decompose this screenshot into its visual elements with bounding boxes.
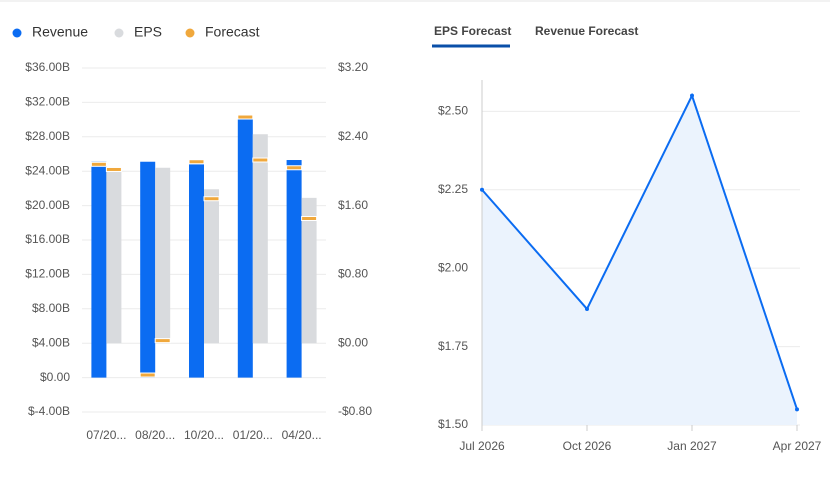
x-tick-label: Jul 2026 bbox=[459, 439, 505, 453]
revenue-bar bbox=[286, 160, 302, 378]
legend-label[interactable]: Forecast bbox=[205, 24, 260, 40]
revenue-forecast-marker bbox=[188, 159, 205, 165]
point bbox=[585, 306, 589, 311]
revenue-bar bbox=[237, 117, 253, 378]
y-tick-label: $32.00B bbox=[25, 95, 70, 109]
y-tick-label: $0.00 bbox=[40, 370, 70, 384]
y2-tick-label: $0.80 bbox=[338, 267, 368, 281]
y2-tick-label: $0.00 bbox=[338, 335, 368, 349]
x-tick-label: Oct 2026 bbox=[563, 439, 612, 453]
legend-label[interactable]: EPS bbox=[134, 24, 162, 40]
y-tick-label: $2.50 bbox=[438, 104, 468, 118]
x-tick-label: Jan 2027 bbox=[667, 439, 717, 453]
y-tick-label: $-4.00B bbox=[28, 404, 70, 418]
y-tick-label: $2.25 bbox=[438, 182, 468, 196]
y-tick-label: $12.00B bbox=[25, 267, 70, 281]
y-tick-label: $1.75 bbox=[438, 339, 468, 353]
x-tick-label: 10/20... bbox=[184, 428, 224, 442]
legend-label[interactable]: Revenue bbox=[32, 24, 88, 40]
y-tick-label: $2.00 bbox=[438, 260, 468, 274]
eps-bar bbox=[106, 168, 122, 344]
x-tick-label: 01/20... bbox=[233, 428, 273, 442]
legend-marker[interactable] bbox=[185, 28, 195, 38]
y-tick-label: $28.00B bbox=[25, 129, 70, 143]
eps-bar bbox=[252, 134, 268, 344]
tab[interactable]: EPS Forecast bbox=[434, 24, 511, 38]
revenue-bar bbox=[91, 161, 107, 378]
revenue-bar bbox=[189, 164, 204, 378]
y2-tick-label: $3.20 bbox=[338, 60, 368, 74]
revenue-forecast-marker bbox=[286, 165, 303, 171]
line bbox=[481, 93, 798, 410]
y2-tick-label: $2.40 bbox=[338, 129, 368, 143]
eps-forecast-marker bbox=[301, 216, 318, 221]
eps-bar bbox=[204, 189, 219, 344]
y2-tick-label: -$0.80 bbox=[338, 404, 372, 418]
x-tick-label: Apr 2027 bbox=[773, 439, 822, 453]
y-tick-label: $20.00B bbox=[25, 198, 70, 212]
y-tick-label: $1.50 bbox=[438, 417, 468, 431]
revenue-bar bbox=[140, 161, 156, 378]
eps-forecast-marker bbox=[105, 166, 122, 172]
legend-marker[interactable] bbox=[114, 28, 124, 38]
revenue-forecast-marker bbox=[90, 161, 107, 167]
point bbox=[690, 93, 694, 98]
legend-marker[interactable] bbox=[12, 28, 22, 38]
point bbox=[795, 407, 799, 412]
eps-forecast-marker bbox=[252, 157, 269, 163]
revenue-forecast-marker bbox=[139, 372, 156, 378]
tab[interactable]: Revenue Forecast bbox=[535, 24, 638, 38]
x-tick-label: 07/20... bbox=[86, 428, 126, 442]
y-tick-label: $36.00B bbox=[25, 60, 70, 74]
y-tick-label: $16.00B bbox=[25, 232, 70, 246]
area-fill bbox=[482, 95, 797, 425]
y-tick-label: $24.00B bbox=[25, 163, 70, 177]
eps-forecast-marker bbox=[203, 196, 220, 202]
revenue-forecast-marker bbox=[237, 114, 254, 120]
point bbox=[480, 187, 484, 192]
eps-bar bbox=[155, 167, 171, 344]
eps-forecast-marker bbox=[154, 338, 171, 344]
y-tick-label: $4.00B bbox=[32, 335, 70, 349]
y2-tick-label: $1.60 bbox=[338, 198, 368, 212]
y-tick-label: $8.00B bbox=[32, 301, 70, 315]
x-tick-label: 08/20... bbox=[135, 428, 175, 442]
eps-bar bbox=[301, 197, 317, 344]
x-tick-label: 04/20... bbox=[282, 428, 322, 442]
